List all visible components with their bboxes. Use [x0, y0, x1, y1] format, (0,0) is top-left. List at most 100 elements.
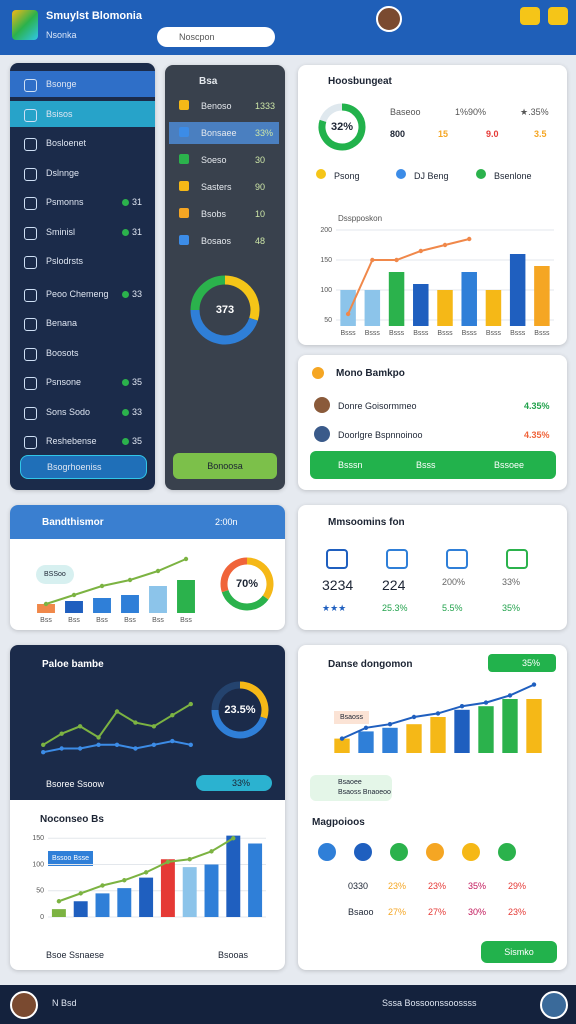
- cell: Bsaoo: [348, 907, 374, 917]
- menu-icon: [24, 436, 37, 449]
- x-tick-label: Bsss: [413, 330, 429, 337]
- menu-icon: [24, 256, 37, 269]
- point: [77, 724, 83, 729]
- row-icon: [179, 154, 189, 164]
- bar: [534, 266, 550, 326]
- point: [143, 870, 149, 875]
- point: [483, 700, 489, 705]
- legend-swatch: [476, 169, 486, 179]
- point: [209, 849, 214, 854]
- metrics-card: Mmsoomins fon 3234 ★★★ 224 25.3% 200% 5.5% 33%…: [298, 505, 567, 630]
- row-value: 4.35%: [524, 430, 550, 440]
- menu-label: Boosots: [46, 347, 79, 358]
- panel-title: Bsa: [199, 76, 218, 87]
- search-box[interactable]: Noscpon: [157, 27, 275, 47]
- logo: [12, 10, 38, 40]
- bar: [485, 290, 502, 326]
- point: [442, 242, 448, 248]
- point: [41, 742, 46, 747]
- bar: [117, 888, 132, 917]
- line: [347, 238, 470, 315]
- dash-card: Danse dongomon 35% Bsaoss Bsaoee Bsaoss …: [298, 645, 567, 970]
- icon: [462, 843, 480, 861]
- metric-icon: [506, 549, 528, 569]
- legend-swatch: [396, 169, 406, 179]
- row-value: 48: [255, 236, 266, 246]
- y-tick-label: 150: [32, 835, 44, 842]
- chart-title: Dsspposkon: [338, 214, 383, 223]
- icon-button[interactable]: [548, 7, 568, 25]
- badge: 33: [132, 288, 143, 299]
- menu-item[interactable]: [10, 100, 155, 127]
- panel-button[interactable]: Bonoosa: [173, 453, 277, 479]
- avatar[interactable]: [540, 991, 568, 1019]
- badge: 31: [132, 197, 143, 207]
- chart-tag: Bsaoss: [334, 711, 369, 724]
- menu-item[interactable]: [10, 71, 155, 97]
- donut: 70%: [220, 557, 274, 611]
- menu-icon: [24, 318, 37, 331]
- nav-label[interactable]: N Bsd: [52, 998, 77, 1008]
- menu-label: Dslnnge: [46, 167, 80, 178]
- dash-button[interactable]: Sismko: [481, 941, 557, 963]
- cell: 27%: [388, 907, 407, 917]
- cell: 29%: [508, 881, 527, 891]
- point: [133, 720, 138, 725]
- bar: [430, 717, 446, 753]
- card-title: Paloe bambe: [42, 659, 104, 670]
- search-text: Noscpon: [179, 32, 215, 42]
- nav-center[interactable]: Sssa Bossoonssoossss: [382, 998, 477, 1008]
- bar: [139, 877, 154, 917]
- chart: 0 50 100 150: [32, 835, 266, 921]
- menu-label: Psnsone: [46, 377, 82, 387]
- sidebar-button[interactable]: Bsogrhoeniss: [20, 455, 147, 479]
- menu-icon: [24, 79, 37, 92]
- app-subtitle: Nsonka: [46, 30, 77, 40]
- bar: [334, 738, 350, 753]
- metric-sub: ★★★: [322, 603, 347, 613]
- stat-label: Baseoo: [390, 107, 421, 117]
- stat-value: 15: [438, 129, 449, 139]
- mono-card: Mono Bamkpo Donre Goisormmeo 4.35% Doorlgr…: [298, 355, 567, 490]
- icon: [498, 843, 516, 861]
- button-label[interactable]: Bssoee: [494, 460, 525, 470]
- row-value: 1333: [255, 101, 276, 111]
- x-tick-label: Bss: [96, 617, 108, 624]
- donut: 373: [190, 275, 260, 345]
- button-bar: [310, 451, 556, 479]
- row-icon: [179, 100, 189, 110]
- footer-label: Bsoe Ssnaese: [46, 950, 105, 960]
- icon-button[interactable]: [520, 7, 540, 25]
- row-label: Donre Goisormmeo: [338, 401, 417, 411]
- donut-center: 32%: [331, 121, 353, 133]
- legend-label: Bsenlone: [494, 171, 532, 181]
- badge: 33: [132, 406, 143, 417]
- badge: 35%: [488, 654, 556, 672]
- bar: [204, 864, 219, 917]
- avatar[interactable]: [376, 6, 402, 32]
- badge-dot: [122, 290, 129, 298]
- point: [418, 248, 423, 254]
- point: [370, 257, 375, 263]
- menu-icon: [24, 197, 37, 210]
- button-label[interactable]: Bsssn: [338, 460, 363, 470]
- sidebar: Bsonge Bsisos Bosloenet Dslnnge Psmonns 31 Smi…: [10, 63, 155, 490]
- bar: [526, 699, 542, 753]
- x-tick-label: Bsss: [510, 330, 526, 337]
- bar: [51, 909, 66, 917]
- menu-icon: [24, 108, 37, 122]
- donut-segment: [211, 709, 268, 739]
- avatar[interactable]: [10, 991, 38, 1019]
- donut-segment: [211, 681, 241, 711]
- chart: Bss Bss Bss Bss Bss Bss: [37, 556, 195, 624]
- button-label[interactable]: Bsss: [416, 460, 436, 470]
- bar: [454, 709, 470, 753]
- card-title: Bandthismor: [42, 517, 104, 528]
- donut-segment: [239, 681, 269, 719]
- point: [155, 568, 161, 574]
- donut-segment: [220, 557, 248, 593]
- point: [133, 746, 138, 751]
- row-value: 10: [255, 209, 266, 219]
- y-tick-label: 100: [32, 861, 44, 868]
